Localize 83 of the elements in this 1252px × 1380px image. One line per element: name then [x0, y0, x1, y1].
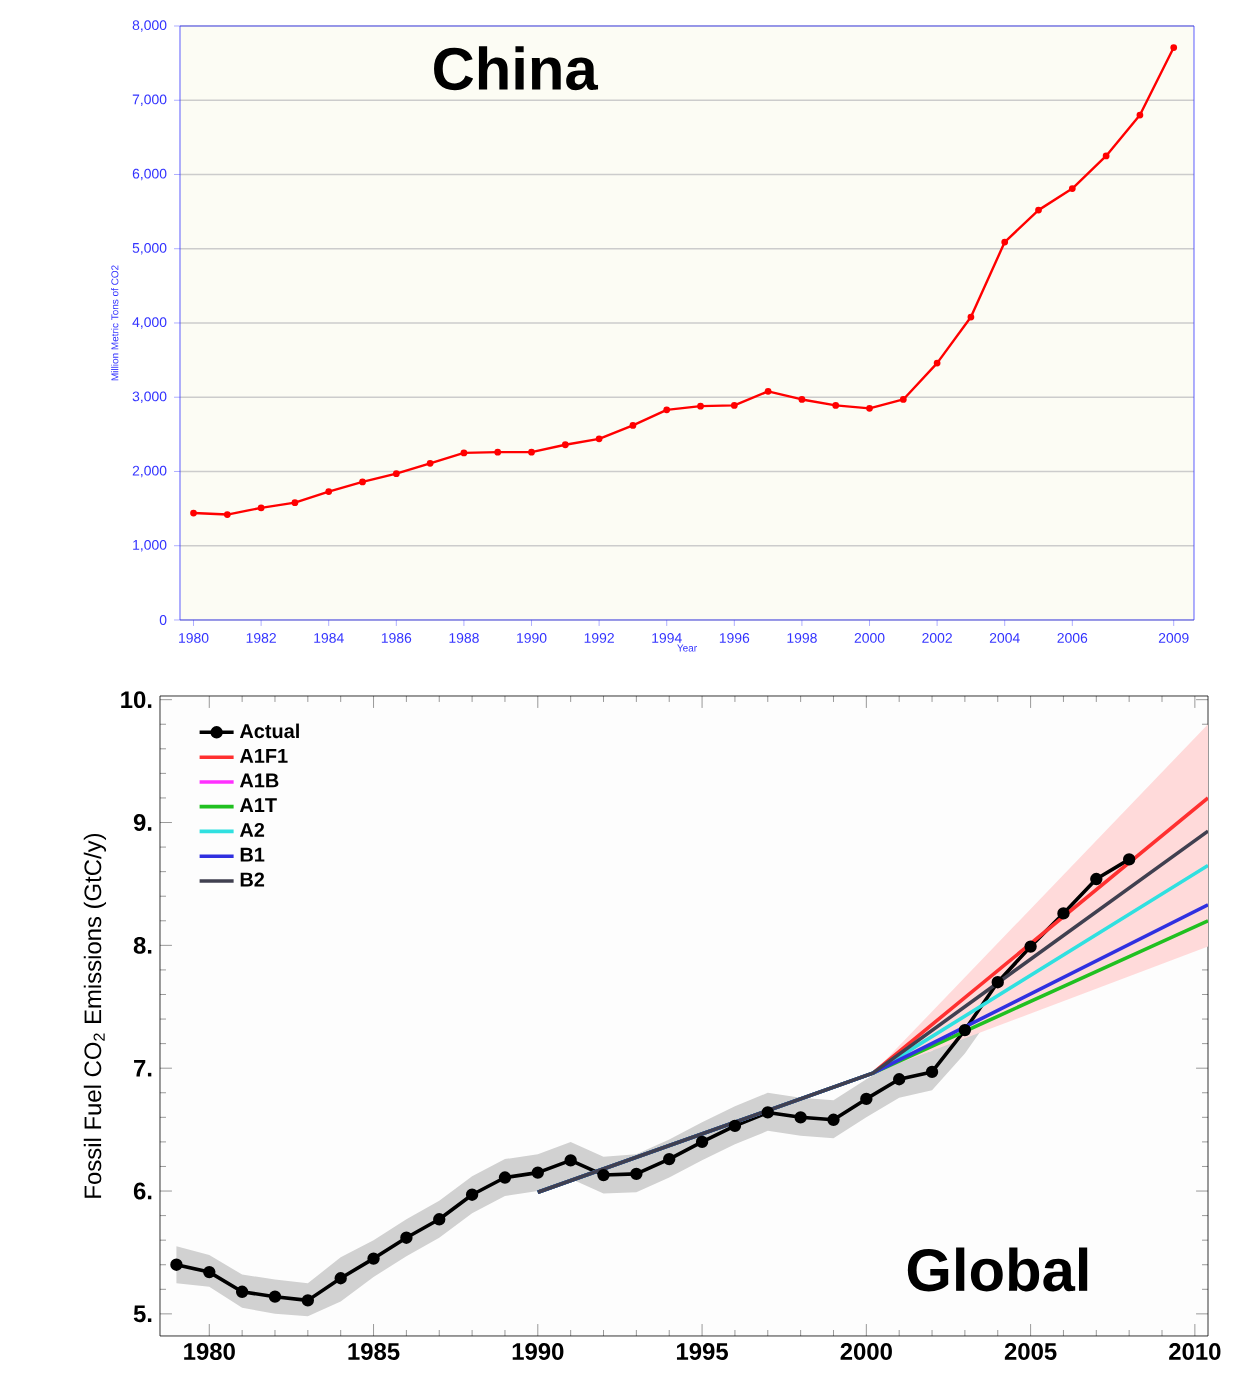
- point: [400, 1231, 413, 1244]
- point: [498, 1171, 512, 1184]
- point: [325, 488, 333, 495]
- point: [392, 470, 400, 478]
- x-tick-label: 1985: [348, 1343, 400, 1360]
- point: [170, 1258, 183, 1271]
- point: [494, 448, 502, 456]
- x-tick-label: 2010: [1169, 1343, 1221, 1360]
- point: [301, 1294, 315, 1307]
- legend-label: A2: [239, 822, 265, 837]
- y-axis-title: Fossil Fuel CO$_{2}$ Emissions (GtC/y): [83, 833, 107, 1198]
- point: [1136, 111, 1144, 119]
- legend-label: B2: [240, 872, 265, 887]
- point: [730, 402, 738, 409]
- legend-label: A1F1: [239, 748, 288, 763]
- point: [728, 1119, 742, 1133]
- point: [426, 459, 434, 467]
- point: [860, 1092, 873, 1106]
- point: [1170, 44, 1178, 51]
- x-tick-label: 2000: [840, 1343, 892, 1360]
- point: [866, 404, 873, 412]
- point: [1102, 152, 1110, 160]
- point: [1001, 238, 1009, 246]
- point: [958, 1023, 972, 1037]
- point: [832, 402, 840, 409]
- point: [235, 1285, 249, 1298]
- point: [925, 1065, 939, 1079]
- point: [257, 504, 265, 512]
- point: [697, 402, 704, 410]
- point: [465, 1188, 479, 1201]
- point: [764, 387, 772, 395]
- point: [433, 1213, 446, 1226]
- point: [334, 1272, 347, 1285]
- x-tick-label: 1980: [184, 1343, 235, 1360]
- point: [629, 422, 637, 429]
- point: [899, 396, 907, 403]
- point: [1122, 853, 1136, 866]
- point: [460, 449, 468, 457]
- legend-label: Actual: [239, 723, 299, 739]
- y-tick-label: 7.: [134, 1059, 152, 1077]
- point: [190, 509, 197, 517]
- y-tick-label: 6.: [133, 1182, 152, 1200]
- point: [630, 1167, 643, 1181]
- point: [595, 435, 603, 443]
- point: [695, 1135, 709, 1149]
- x-tick-label: 1995: [676, 1343, 728, 1360]
- point: [933, 359, 941, 367]
- point: [367, 1252, 380, 1265]
- y-tick-label: 5.: [133, 1305, 152, 1323]
- point: [761, 1106, 774, 1119]
- point: [597, 1168, 610, 1182]
- point: [561, 441, 569, 449]
- point: [1068, 185, 1076, 192]
- x-tick-label: 2005: [1004, 1343, 1057, 1360]
- chart-title: China: [434, 46, 599, 91]
- y-tick-label: 8.: [133, 936, 152, 954]
- point: [203, 1265, 216, 1279]
- point: [663, 406, 671, 414]
- point: [291, 499, 299, 507]
- text: Global: [907, 1247, 1088, 1292]
- point: [531, 1166, 544, 1179]
- point: [1057, 907, 1070, 920]
- legend-label: B1: [240, 847, 265, 862]
- point: [967, 313, 975, 321]
- point: [827, 1113, 840, 1126]
- point: [991, 976, 1004, 989]
- point: [1035, 206, 1042, 214]
- y-tick-label: 9.: [133, 814, 152, 831]
- point: [1024, 940, 1037, 953]
- point: [359, 478, 366, 486]
- point: [663, 1152, 676, 1166]
- point: [268, 1290, 282, 1303]
- point: [223, 511, 231, 518]
- legend-label: A1B: [239, 773, 279, 788]
- point: [893, 1073, 906, 1086]
- point: [528, 448, 535, 456]
- y-tick-label: 10.: [121, 691, 152, 709]
- legend-label: A1T: [239, 798, 277, 812]
- point: [564, 1154, 577, 1167]
- point: [1090, 872, 1103, 886]
- x-tick-label: 1990: [512, 1343, 564, 1360]
- point: [798, 396, 806, 403]
- point: [794, 1111, 807, 1124]
